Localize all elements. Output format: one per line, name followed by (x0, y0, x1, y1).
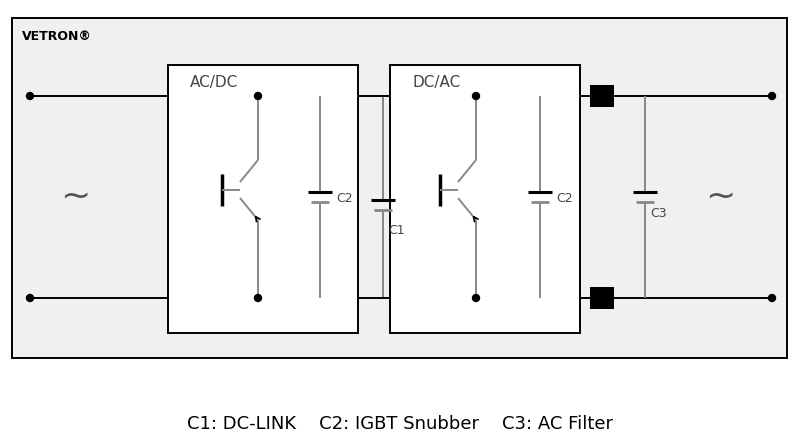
Text: ~: ~ (705, 180, 735, 214)
Bar (12, 18, 787, 358)
Bar (590, 85, 614, 107)
Text: AC/DC: AC/DC (190, 75, 238, 90)
Circle shape (254, 92, 262, 99)
Circle shape (769, 294, 775, 301)
Circle shape (26, 92, 34, 99)
Text: C3: C3 (650, 207, 666, 220)
Text: DC/AC: DC/AC (412, 75, 460, 90)
Circle shape (473, 92, 479, 99)
Text: C1: C1 (388, 224, 405, 237)
Text: C2: C2 (556, 193, 573, 206)
Circle shape (254, 294, 262, 301)
Text: ~: ~ (60, 180, 90, 214)
Text: C2: C2 (336, 193, 353, 206)
Circle shape (769, 92, 775, 99)
Text: C1: DC-LINK    C2: IGBT Snubber    C3: AC Filter: C1: DC-LINK C2: IGBT Snubber C3: AC Filt… (187, 415, 613, 433)
Bar (390, 65, 580, 333)
Bar (590, 287, 614, 309)
Bar (168, 65, 358, 333)
Circle shape (473, 294, 479, 301)
Circle shape (26, 294, 34, 301)
Text: VETRON®: VETRON® (22, 30, 92, 43)
